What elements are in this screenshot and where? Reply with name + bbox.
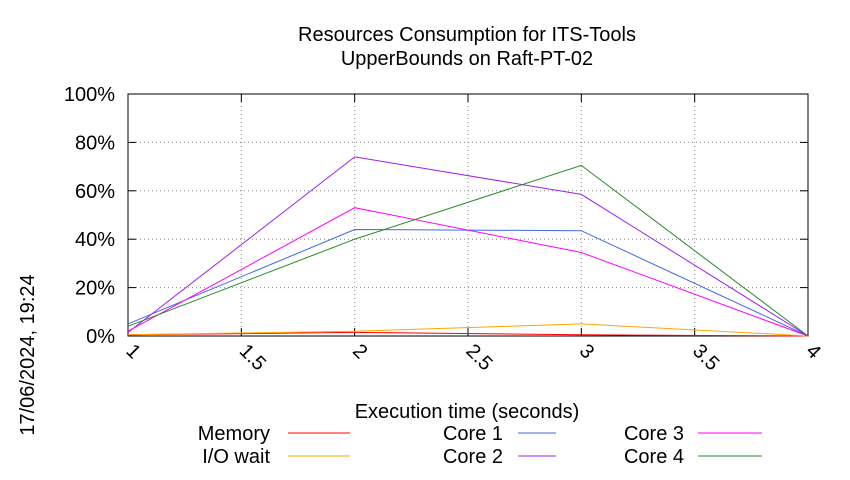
x-tick-label: 4 (801, 340, 824, 363)
series-line-core-2 (127, 156, 809, 337)
y-tick-label: 40% (75, 229, 115, 251)
y-tick-label: 100% (64, 84, 115, 106)
legend-label: Core 4 (624, 446, 684, 468)
series-line-i-o-wait (127, 323, 809, 337)
x-tick-label: 2.5 (461, 340, 496, 375)
series-line-memory (127, 331, 809, 337)
x-tick-label: 1 (121, 340, 144, 363)
series-line-core-4 (127, 164, 809, 337)
y-tick-label: 60% (75, 181, 115, 203)
y-tick-label: 0% (86, 326, 115, 348)
chart-title: Resources Consumption for ITS-ToolsUpper… (298, 24, 636, 70)
x-tick-label: 1.5 (235, 340, 270, 375)
legend-label: Memory (198, 423, 270, 445)
chart-title-line: UpperBounds on Raft-PT-02 (341, 48, 593, 70)
y-tick-label: 80% (75, 132, 115, 154)
legend-label: Core 1 (443, 423, 503, 445)
series-line-core-3 (127, 207, 809, 337)
timestamp-label: 17/06/2024, 19:24 (17, 274, 39, 435)
x-axis-label: Execution time (seconds) (355, 401, 580, 423)
x-tick-label: 3.5 (688, 340, 723, 375)
chart-title-line: Resources Consumption for ITS-Tools (298, 24, 636, 46)
y-tick-label: 20% (75, 278, 115, 300)
series (127, 156, 809, 337)
x-tick-label: 2 (348, 340, 371, 363)
legend-label: Core 3 (624, 423, 684, 445)
x-tick-label: 3 (575, 340, 598, 363)
y-axis: 0% 20% 40% 60% 80% 100% (64, 84, 808, 348)
legend-label: I/O wait (202, 446, 270, 468)
legend-label: Core 2 (443, 446, 503, 468)
grid (128, 94, 808, 336)
